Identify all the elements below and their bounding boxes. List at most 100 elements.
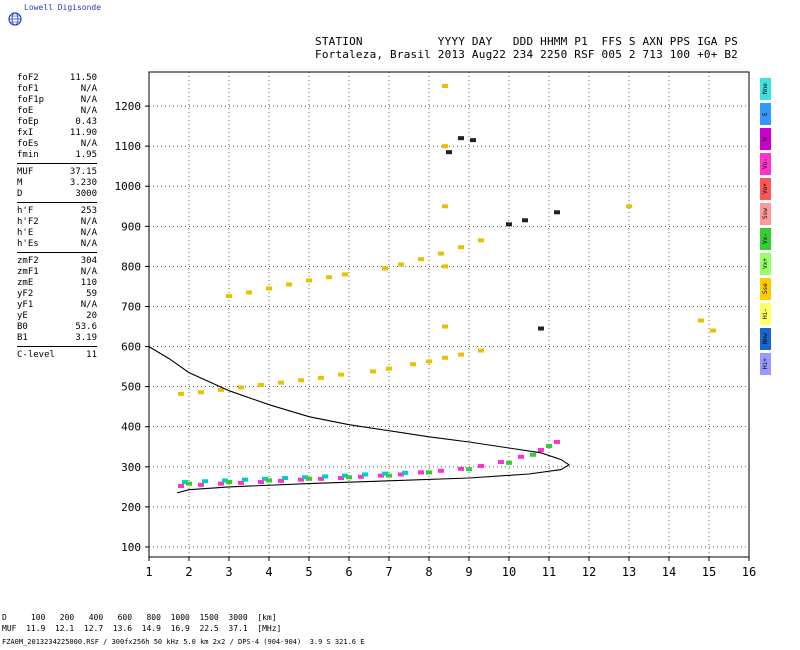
param-value: N/A — [80, 300, 97, 310]
param-row: foF1p N/A — [17, 95, 97, 106]
x-tick-label: 7 — [385, 565, 392, 579]
echo-point — [282, 476, 288, 481]
echo-point — [186, 481, 192, 486]
echo-point — [318, 375, 324, 380]
echo-point — [478, 238, 484, 243]
echo-point — [306, 476, 312, 481]
echo-point — [442, 355, 448, 360]
echo-point — [226, 480, 232, 485]
y-tick-label: 1000 — [115, 180, 142, 193]
legend-item: E — [760, 103, 771, 125]
echo-point — [258, 383, 264, 388]
footer-muf-row: MUF 11.9 12.1 12.7 13.6 14.9 16.9 22.5 3… — [2, 624, 282, 633]
param-row: MUF 37.15 — [17, 167, 97, 178]
echo-point — [398, 262, 404, 267]
param-label: zmF1 — [17, 267, 39, 277]
x-tick-label: 6 — [345, 565, 352, 579]
x-tick-label: 1 — [145, 565, 152, 579]
echo-point — [326, 275, 332, 280]
echo-point — [286, 282, 292, 287]
echo-point — [442, 144, 448, 149]
echo-point — [506, 222, 512, 227]
echo-point — [262, 476, 268, 481]
echo-point — [458, 136, 464, 141]
param-value: 53.6 — [75, 322, 97, 332]
param-value: N/A — [80, 84, 97, 94]
echo-point — [222, 478, 228, 483]
echo-point — [306, 278, 312, 283]
y-tick-label: 500 — [121, 381, 141, 394]
param-row: zmF2 304 — [17, 256, 97, 267]
x-tick-label: 2 — [185, 565, 192, 579]
echo-point — [458, 352, 464, 357]
param-label: D — [17, 189, 23, 199]
header-values: Fortaleza, Brasil 2013 Aug22 234 2250 RS… — [315, 48, 738, 61]
param-row: zmE 110 — [17, 278, 97, 289]
echo-point — [338, 476, 344, 481]
x-tick-label: 5 — [305, 565, 312, 579]
echo-point — [522, 218, 528, 223]
param-value: 11 — [86, 350, 97, 360]
echo-point — [554, 210, 560, 215]
echo-point — [530, 452, 536, 457]
param-row: h'F 253 — [17, 206, 97, 217]
legend-item: Hi+ — [760, 353, 771, 375]
param-row: D 3000 — [17, 189, 97, 200]
x-tick-label: 13 — [622, 565, 636, 579]
param-row: fxI 11.90 — [17, 128, 97, 139]
echo-point — [198, 482, 204, 487]
footer-d-row: D 100 200 400 600 800 1000 1500 3000 [km… — [2, 613, 277, 622]
param-label: fmin — [17, 150, 39, 160]
x-tick-label: 14 — [662, 565, 676, 579]
x-tick-label: 8 — [425, 565, 432, 579]
legend-item: Vo- — [760, 153, 771, 175]
param-row: foF2 11.50 — [17, 73, 97, 84]
param-label: foEp — [17, 117, 39, 127]
param-row: yF2 59 — [17, 289, 97, 300]
y-tick-label: 1200 — [115, 100, 142, 113]
echo-point — [442, 204, 448, 209]
param-value: N/A — [80, 95, 97, 105]
echo-point — [506, 460, 512, 465]
param-label: yF1 — [17, 300, 34, 310]
param-value: N/A — [80, 228, 97, 238]
echo-point — [478, 464, 484, 469]
echo-point — [358, 474, 364, 479]
echo-point — [438, 251, 444, 256]
echo-point — [538, 447, 544, 452]
legend-item: Nnw — [760, 328, 771, 350]
echo-point — [442, 84, 448, 89]
param-row: M 3.230 — [17, 178, 97, 189]
x-tick-label: 16 — [742, 565, 756, 579]
param-row: h'F2 N/A — [17, 217, 97, 228]
echo-point — [202, 479, 208, 484]
echo-point — [626, 204, 632, 209]
param-value: 1.95 — [75, 150, 97, 160]
legend-item: Ssw — [760, 203, 771, 225]
y-tick-label: 300 — [121, 461, 141, 474]
param-label: MUF — [17, 167, 34, 177]
y-tick-label: 700 — [121, 300, 141, 313]
x-tick-label: 4 — [265, 565, 272, 579]
echo-point — [386, 366, 392, 371]
echo-point — [278, 380, 284, 385]
legend-item: Sse — [760, 278, 771, 300]
param-row: h'E N/A — [17, 228, 97, 239]
echo-point — [458, 466, 464, 471]
param-label: foF1p — [17, 95, 45, 105]
param-row: fmin 1.95 — [17, 150, 97, 161]
echo-point — [338, 372, 344, 377]
param-label: yF2 — [17, 289, 34, 299]
param-value: 253 — [80, 206, 97, 216]
y-tick-label: 800 — [121, 260, 141, 273]
echo-point — [218, 481, 224, 486]
param-row: yF1 N/A — [17, 300, 97, 311]
param-value: N/A — [80, 139, 97, 149]
echo-point — [378, 473, 384, 478]
x-tick-label: 12 — [582, 565, 596, 579]
x-tick-label: 3 — [225, 565, 232, 579]
param-separator — [17, 163, 97, 164]
echo-point — [218, 387, 224, 392]
echo-point — [362, 472, 368, 477]
legend-item: W — [760, 128, 771, 150]
